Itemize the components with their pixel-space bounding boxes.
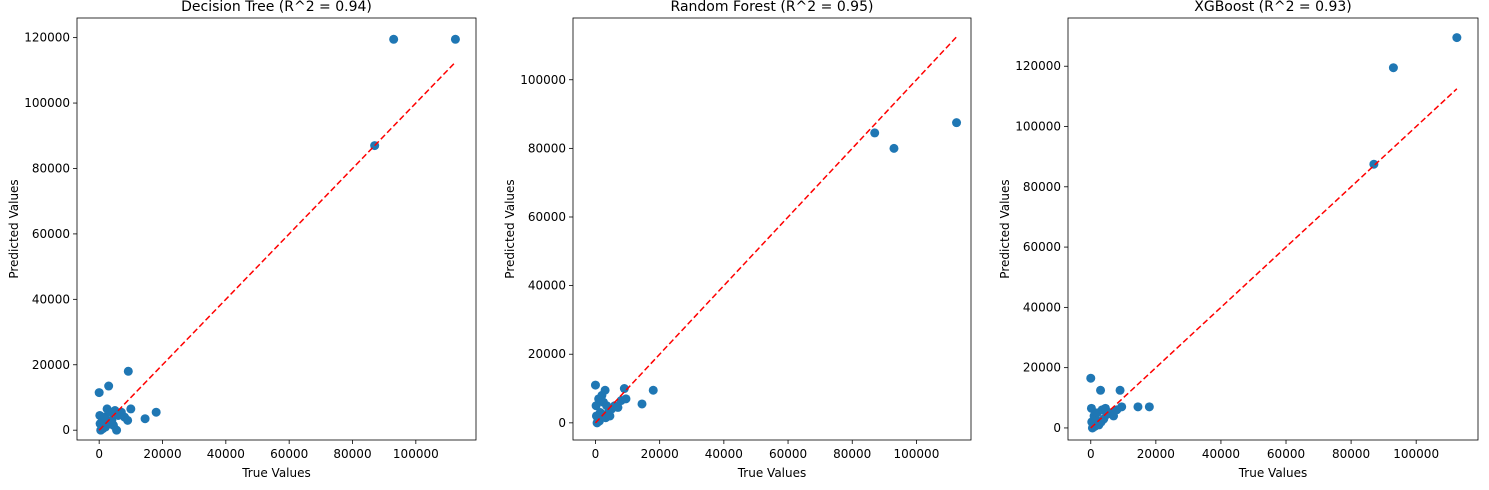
x-tick-label: 60000	[769, 447, 807, 461]
x-tick-label: 60000	[1267, 447, 1305, 461]
x-tick-label: 80000	[333, 447, 371, 461]
plot-frame	[572, 17, 972, 441]
x-tick-label: 0	[592, 447, 600, 461]
data-point	[590, 380, 600, 390]
y-tick-label: 0	[62, 423, 70, 437]
plot-frame	[1067, 17, 1479, 441]
data-point	[1144, 402, 1154, 412]
x-tick-label: 40000	[207, 447, 245, 461]
y-tick-label: 0	[558, 416, 566, 430]
data-point	[104, 381, 114, 391]
data-point	[140, 414, 150, 424]
x-tick-label: 80000	[833, 447, 871, 461]
x-axis-label: True Values	[737, 466, 807, 480]
y-tick-label: 0	[1053, 421, 1061, 435]
x-tick-label: 0	[95, 447, 103, 461]
data-point	[1133, 402, 1143, 412]
x-tick-label: 40000	[705, 447, 743, 461]
x-tick-label: 100000	[393, 447, 439, 461]
data-point	[637, 399, 647, 409]
data-point	[1086, 373, 1096, 383]
reference-line	[1090, 88, 1458, 429]
reference-line	[98, 61, 456, 431]
chart-title: Decision Tree (R^2 = 0.94)	[181, 0, 372, 15]
data-point	[151, 407, 161, 417]
y-tick-label: 20000	[1023, 361, 1061, 375]
y-tick-label: 20000	[528, 347, 566, 361]
data-point	[870, 128, 880, 138]
x-tick-label: 80000	[1332, 447, 1370, 461]
y-tick-label: 100000	[24, 96, 70, 110]
y-tick-label: 60000	[32, 227, 70, 241]
y-tick-label: 40000	[1023, 300, 1061, 314]
data-point	[621, 394, 631, 404]
reference-line	[594, 36, 958, 424]
data-point	[605, 411, 615, 421]
data-point	[952, 118, 962, 128]
data-point	[619, 384, 629, 394]
y-tick-label: 120000	[1015, 59, 1061, 73]
x-tick-label: 60000	[270, 447, 308, 461]
subplot-1: Decision Tree (R^2 = 0.94) 0 20000 40000 600…	[7, 0, 477, 480]
y-axis-label: Predicted Values	[503, 179, 517, 278]
y-tick-label: 100000	[1015, 120, 1061, 134]
y-axis-label: Predicted Values	[998, 179, 1012, 278]
y-axis-label: Predicted Values	[7, 179, 21, 278]
data-point	[112, 425, 122, 435]
x-tick-label: 100000	[894, 447, 940, 461]
y-tick-label: 80000	[528, 141, 566, 155]
data-point	[648, 385, 658, 395]
y-tick-label: 80000	[32, 161, 70, 175]
data-point	[450, 34, 460, 44]
x-tick-label: 40000	[1202, 447, 1240, 461]
y-tick-label: 20000	[32, 358, 70, 372]
x-tick-label: 20000	[1137, 447, 1175, 461]
data-point	[889, 143, 899, 153]
data-point	[1117, 402, 1127, 412]
data-point	[123, 366, 133, 376]
x-tick-label: 100000	[1393, 447, 1439, 461]
y-tick-label: 60000	[1023, 240, 1061, 254]
data-point	[613, 402, 623, 412]
data-point	[1096, 385, 1106, 395]
subplot-3: XGBoost (R^2 = 0.93) 0 20000 40000 60000 8000…	[998, 0, 1479, 480]
data-point	[1115, 385, 1125, 395]
data-point	[123, 415, 133, 425]
y-tick-label: 60000	[528, 210, 566, 224]
x-tick-label: 0	[1087, 447, 1095, 461]
data-point	[126, 404, 136, 414]
y-tick-label: 120000	[24, 31, 70, 45]
x-tick-label: 20000	[143, 447, 181, 461]
data-point	[1369, 159, 1379, 169]
x-axis-label: True Values	[1238, 466, 1308, 480]
y-tick-label: 40000	[528, 279, 566, 293]
data-point	[1388, 63, 1398, 73]
x-axis-label: True Values	[241, 466, 311, 480]
data-point	[591, 401, 601, 411]
y-tick-label: 80000	[1023, 180, 1061, 194]
plot-frame	[76, 17, 477, 441]
data-point	[94, 388, 104, 398]
y-tick-label: 100000	[520, 73, 566, 87]
subplot-2: Random Forest (R^2 = 0.95) 0 20000 40000 600…	[503, 0, 972, 480]
data-point	[389, 34, 399, 44]
y-tick-label: 40000	[32, 292, 70, 306]
data-point	[600, 385, 610, 395]
chart-title: Random Forest (R^2 = 0.95)	[671, 0, 874, 15]
chart-title: XGBoost (R^2 = 0.93)	[1194, 0, 1352, 15]
data-point	[1452, 33, 1462, 43]
x-tick-label: 20000	[641, 447, 679, 461]
